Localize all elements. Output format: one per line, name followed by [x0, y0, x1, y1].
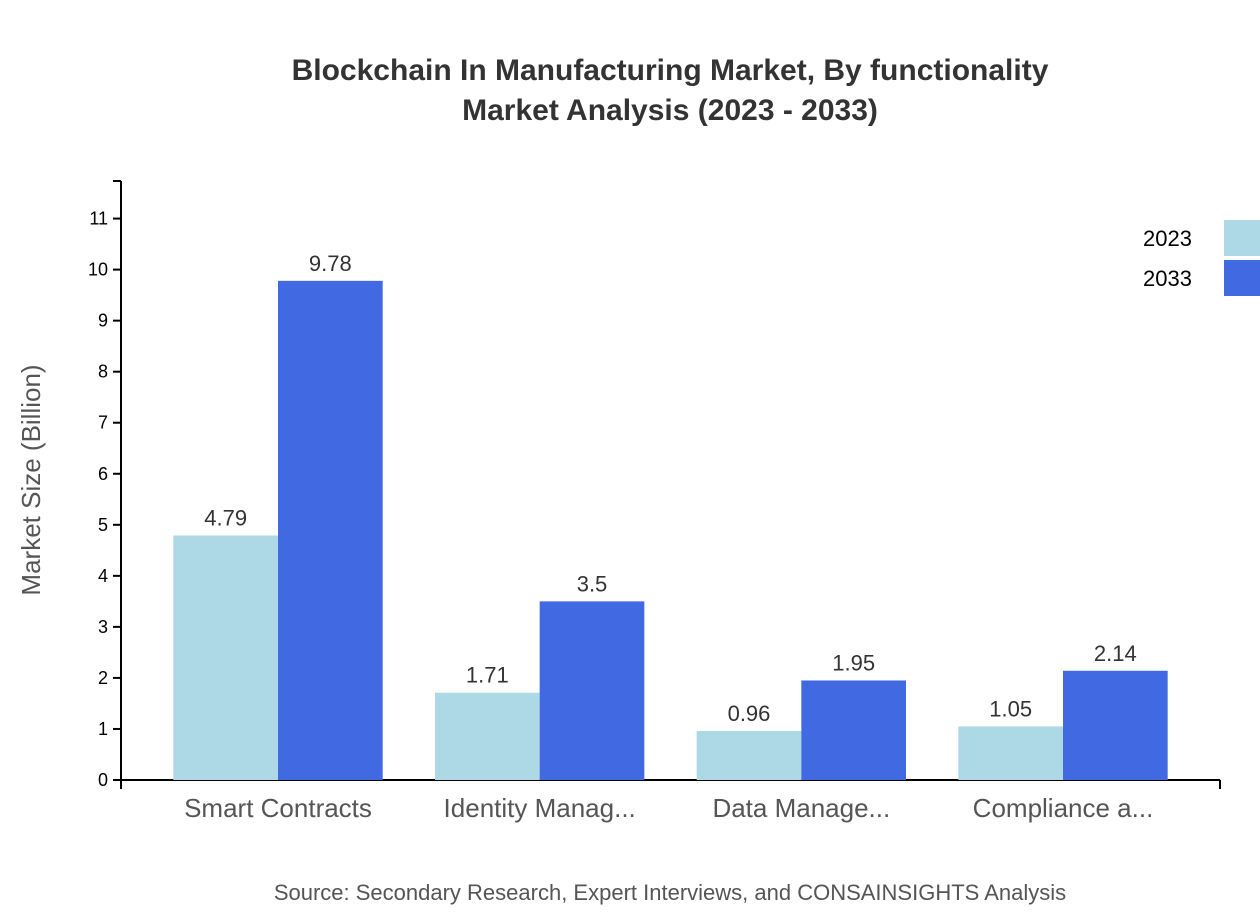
bar-2033	[278, 280, 383, 780]
legend-swatch	[1224, 260, 1260, 296]
legend: 2023 2033	[1143, 220, 1260, 296]
y-tick-label: 3	[98, 617, 108, 637]
bars: 4.79 9.78 1.71 3.5 0.96 1.95 1.05 2.14	[173, 251, 1168, 780]
y-tick-label: 10	[88, 260, 108, 280]
y-tick-label: 11	[89, 209, 108, 229]
data-label: 1.95	[832, 650, 875, 675]
data-label: 4.79	[204, 506, 247, 531]
bar-2033	[1063, 670, 1168, 780]
y-tick-label: 0	[98, 770, 108, 790]
data-label: 0.96	[728, 701, 771, 726]
data-label: 1.71	[466, 663, 509, 688]
chart-subtitle: Market Analysis (2023 - 2033)	[462, 94, 878, 127]
bar-2033	[801, 680, 906, 780]
data-label: 9.78	[309, 251, 352, 276]
x-tick-label: Smart Contracts	[184, 793, 372, 823]
legend-label: 2033	[1143, 266, 1192, 291]
x-axis: Smart Contracts Identity Manag... Data Man…	[120, 779, 1221, 823]
y-tick-label: 2	[98, 668, 108, 688]
y-axis: 0 1 2 3 4 5 6 7 8 9 10 11	[88, 180, 122, 790]
data-label: 2.14	[1094, 641, 1137, 666]
y-tick-label: 4	[98, 566, 108, 586]
source-note: Source: Secondary Research, Expert Inter…	[274, 880, 1066, 905]
y-axis-label: Market Size (Billion)	[16, 364, 46, 595]
x-tick-label: Compliance a...	[973, 793, 1154, 823]
legend-label: 2023	[1143, 226, 1192, 251]
bar-2023	[173, 535, 278, 780]
bar-2023	[435, 692, 540, 780]
y-tick-label: 1	[98, 719, 108, 739]
chart-title: Blockchain In Manufacturing Market, By f…	[292, 54, 1049, 87]
y-tick-label: 6	[98, 464, 108, 484]
bar-2023	[696, 731, 802, 780]
y-tick-label: 9	[98, 311, 108, 331]
bar-2023	[958, 726, 1063, 780]
bar-2033	[539, 601, 645, 780]
legend-swatch	[1224, 220, 1260, 256]
data-label: 1.05	[989, 696, 1032, 721]
data-label: 3.5	[577, 571, 608, 596]
x-tick-label: Identity Manag...	[444, 793, 636, 823]
y-tick-label: 8	[98, 362, 108, 382]
x-tick-label: Data Manage...	[712, 793, 890, 823]
y-tick-label: 7	[98, 413, 108, 433]
y-tick-label: 5	[98, 515, 108, 535]
